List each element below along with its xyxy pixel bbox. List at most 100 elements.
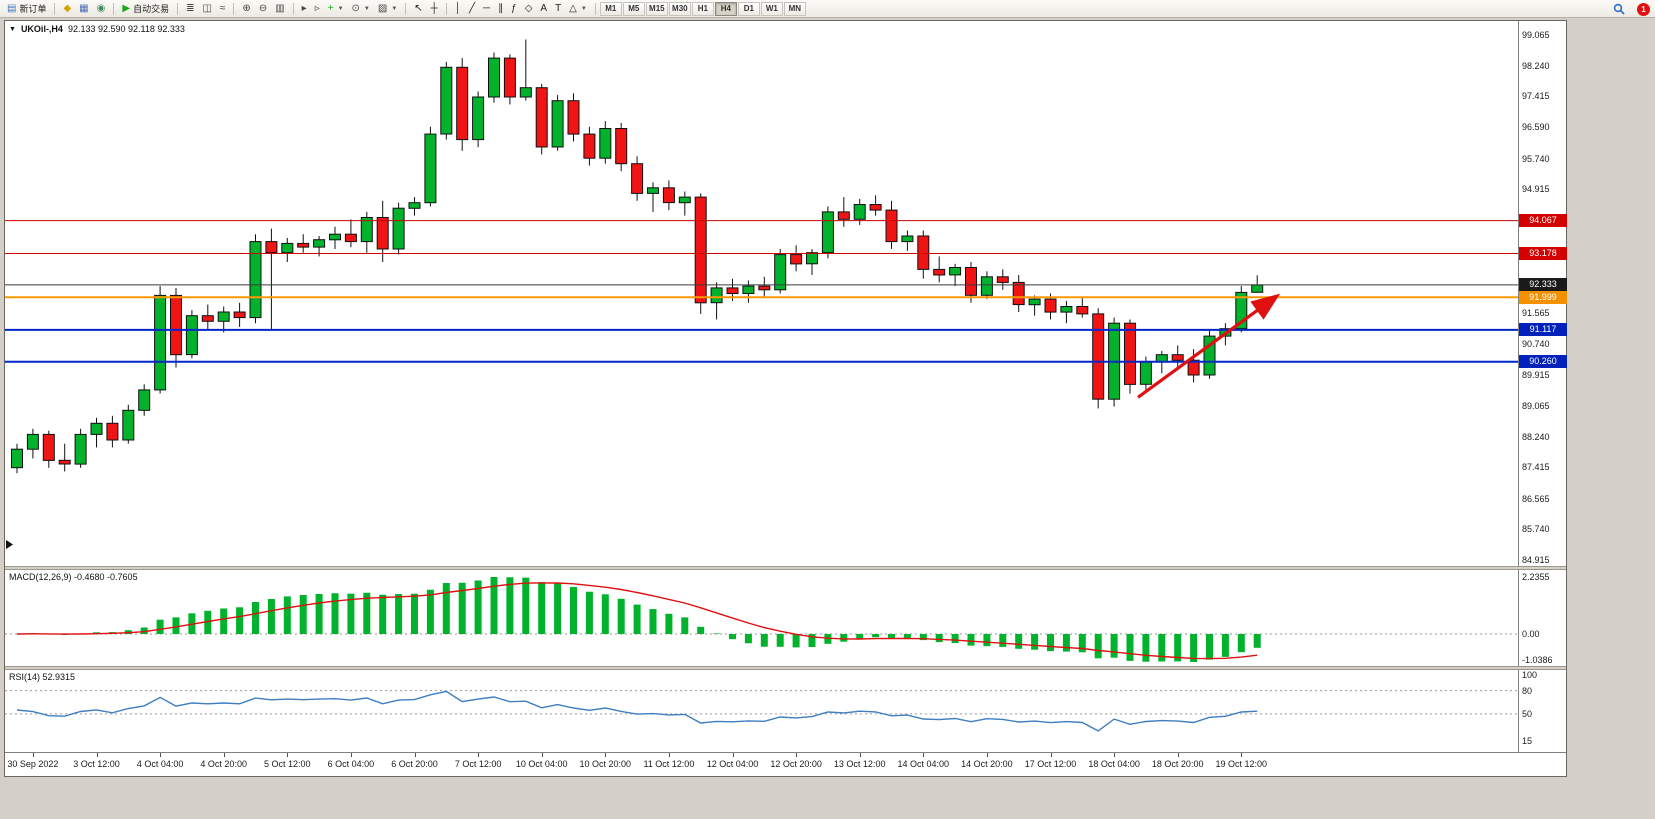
time-axis-label: 30 Sep 2022 (7, 759, 59, 769)
period-icon[interactable]: ⊙ ▼ (348, 1, 374, 16)
fibonacci-icon: ƒ (511, 2, 517, 14)
data-window-icon[interactable]: ◉ (93, 1, 110, 16)
bar-chart-icon[interactable]: ≣ (182, 1, 198, 16)
zoom-in-icon[interactable]: ⊕ (238, 1, 254, 16)
text-icon[interactable]: A (536, 1, 551, 16)
line-chart-icon[interactable]: ≈ (216, 1, 230, 16)
chart-shift-icon[interactable]: ▹ (311, 1, 324, 16)
fibonacci-icon[interactable]: ƒ (507, 1, 521, 16)
notification-badge[interactable]: 1 (1637, 3, 1650, 16)
candlestick-chart-icon[interactable]: ◫ (198, 1, 215, 16)
candle-body (11, 448, 23, 469)
candle-body (185, 315, 198, 356)
arrows-icon: △ (569, 2, 577, 14)
time-axis-tick (1177, 753, 1179, 757)
timeframe-W1[interactable]: W1 (760, 1, 783, 16)
search-button[interactable] (1609, 2, 1630, 17)
search-icon (1613, 3, 1625, 15)
toolbar-separator (405, 2, 407, 15)
price-badge-91999: 91.999 (1519, 290, 1567, 304)
trendline-icon[interactable]: ╱ (465, 1, 479, 16)
label-icon[interactable]: T (551, 1, 565, 16)
candle-body (615, 128, 628, 165)
price-axis[interactable]: 99.065 98.240 97.415 96.590 95.740 94.915 91.5… (1518, 21, 1567, 752)
vertical-line-icon[interactable]: │ (451, 1, 465, 16)
timeframe-M1[interactable]: M1 (599, 1, 622, 16)
time-axis-tick (668, 753, 670, 757)
candle-body (265, 241, 278, 254)
time-axis-tick (287, 753, 289, 757)
timeframe-M15[interactable]: M15 (645, 1, 668, 16)
candle-body (583, 133, 596, 159)
timeframe-M5[interactable]: M5 (622, 1, 645, 16)
chevron-down-icon: ▼ (363, 5, 370, 12)
timeframe-H4[interactable]: H4 (714, 1, 737, 16)
zoom-out-icon[interactable]: ⊖ (255, 1, 271, 16)
time-axis-tick (478, 753, 480, 757)
time-axis-label: 14 Oct 04:00 (897, 759, 950, 769)
time-axis-label: 6 Oct 20:00 (391, 759, 438, 769)
timeframe-MN[interactable]: MN (783, 1, 806, 16)
channel-icon[interactable]: ∥ (494, 1, 507, 16)
crosshair-icon: ┼ (430, 2, 438, 14)
candle-body (535, 87, 548, 148)
macd-panel[interactable] (5, 570, 1518, 666)
candle-body (1124, 322, 1136, 385)
timeframe-H1[interactable]: H1 (691, 1, 714, 16)
new-order-button[interactable]: ▤ 新订单 (3, 1, 50, 16)
trendline-icon: ╱ (469, 2, 476, 14)
candle-body (408, 202, 421, 209)
candle-body (647, 187, 659, 194)
time-axis-label: 12 Oct 04:00 (706, 759, 759, 769)
candle-body (1044, 298, 1057, 313)
market-watch-icon[interactable]: ▦ (75, 1, 92, 16)
label-icon: T (555, 2, 562, 14)
market-watch-icon: ▦ (79, 2, 89, 14)
candle-body (837, 211, 850, 220)
auto-scroll-icon[interactable]: ▸ (298, 1, 311, 16)
candle-body (901, 235, 914, 243)
time-axis-label: 19 Oct 12:00 (1215, 759, 1268, 769)
time-axis-label: 10 Oct 20:00 (579, 759, 632, 769)
horizontal-line-icon[interactable]: ─ (479, 1, 494, 16)
timeframe-D1[interactable]: D1 (737, 1, 760, 16)
candle-body (599, 128, 612, 159)
candle-body (965, 267, 977, 296)
chevron-down-icon: ▼ (337, 5, 344, 12)
shapes-icon: ◇ (524, 2, 533, 14)
auto-trading-button[interactable]: ▶ 自动交易 (118, 1, 173, 16)
chart-dropdown-icon[interactable]: ▼ (9, 25, 16, 33)
candle-body (774, 254, 787, 291)
main-chart[interactable] (5, 21, 1518, 566)
tile-windows-icon[interactable]: ▥ (271, 1, 288, 16)
chart-shift-icon: ▹ (314, 2, 320, 14)
indicators-icon[interactable]: + ▼ (324, 1, 348, 16)
candle-body (122, 409, 135, 441)
time-axis[interactable]: 30 Sep 2022 3 Oct 12:00 4 Oct 04:00 4 Oct 2… (5, 752, 1566, 776)
candle-body (678, 196, 691, 204)
candle-body (790, 254, 803, 265)
time-axis-label: 11 Oct 12:00 (643, 759, 695, 769)
panel-splitter-macd[interactable] (5, 566, 1566, 570)
rsi-panel[interactable] (5, 670, 1518, 752)
candle-body (26, 433, 39, 450)
toolbar-right: 1 (1609, 2, 1650, 17)
profile-icon[interactable]: ◆ (59, 1, 75, 16)
arrows-icon[interactable]: △ ▼ (565, 1, 591, 16)
panel-splitter-rsi[interactable] (5, 666, 1566, 670)
time-axis-label: 13 Oct 12:00 (833, 759, 886, 769)
candle-body (806, 252, 818, 265)
candle-body (472, 96, 485, 141)
price-axis-tick: 99.065 (1522, 30, 1550, 41)
timeframe-M30[interactable]: M30 (668, 1, 691, 16)
cursor-icon[interactable]: ↖ (410, 1, 426, 16)
candle-body (154, 294, 167, 391)
shapes-icon[interactable]: ◇ (521, 1, 537, 16)
candle-body (694, 196, 707, 304)
crosshair-icon[interactable]: ┼ (427, 1, 442, 16)
price-axis-tick: 90.740 (1522, 338, 1550, 349)
candle-body (567, 100, 580, 135)
time-axis-tick (414, 753, 416, 757)
annotation-arrow[interactable] (1137, 293, 1281, 399)
templates-icon[interactable]: ▨ ▼ (374, 1, 401, 16)
